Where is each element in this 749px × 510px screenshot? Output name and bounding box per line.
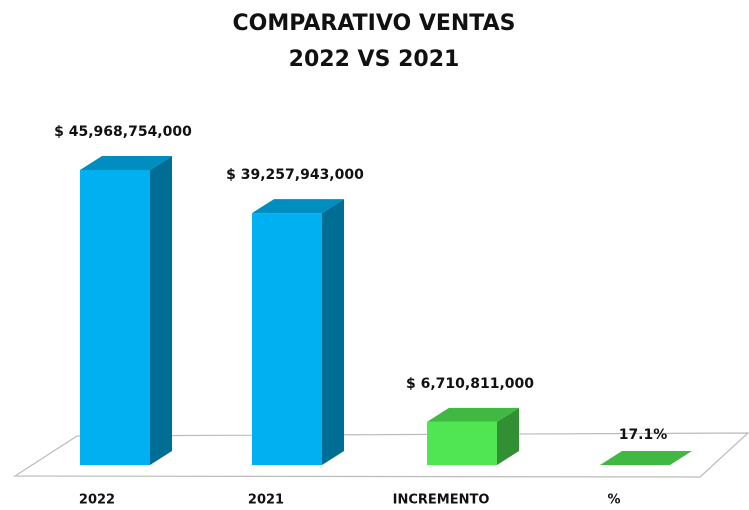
bar-side bbox=[497, 407, 519, 465]
value-label: 17.1% bbox=[619, 427, 668, 443]
value-label: $ 39,257,943,000 bbox=[226, 167, 364, 183]
bar-top bbox=[252, 199, 344, 214]
bar-side bbox=[150, 156, 172, 465]
bar bbox=[600, 451, 692, 465]
bar bbox=[427, 407, 519, 465]
chart-title: 2022 VS 2021 bbox=[289, 47, 460, 72]
bar bbox=[252, 199, 344, 465]
bar-top bbox=[427, 407, 519, 422]
bar-side bbox=[322, 199, 344, 465]
floor bbox=[12, 432, 749, 478]
bar bbox=[80, 156, 172, 465]
x-tick-label: 2022 bbox=[79, 493, 115, 508]
bar-top bbox=[80, 156, 172, 170]
x-tick-label: 2021 bbox=[248, 493, 284, 508]
bar-top bbox=[600, 451, 692, 465]
value-label: $ 45,968,754,000 bbox=[54, 124, 192, 140]
x-tick-label: % bbox=[607, 493, 620, 508]
chart-title: COMPARATIVO VENTAS bbox=[233, 11, 516, 36]
bar-front bbox=[427, 421, 497, 465]
bar-front bbox=[80, 170, 150, 465]
bar-front bbox=[252, 213, 322, 465]
value-label: $ 6,710,811,000 bbox=[406, 376, 534, 392]
x-tick-label: INCREMENTO bbox=[393, 493, 490, 508]
